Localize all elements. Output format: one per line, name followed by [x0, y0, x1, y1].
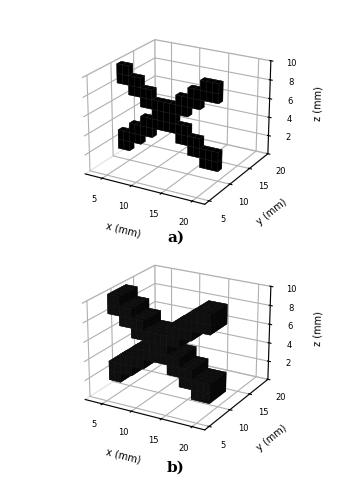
Y-axis label: y (mm): y (mm) — [254, 423, 289, 453]
X-axis label: x (mm): x (mm) — [104, 447, 141, 465]
Text: a): a) — [167, 230, 184, 245]
X-axis label: x (mm): x (mm) — [104, 221, 141, 240]
Text: b): b) — [167, 461, 184, 475]
Y-axis label: y (mm): y (mm) — [254, 197, 289, 227]
